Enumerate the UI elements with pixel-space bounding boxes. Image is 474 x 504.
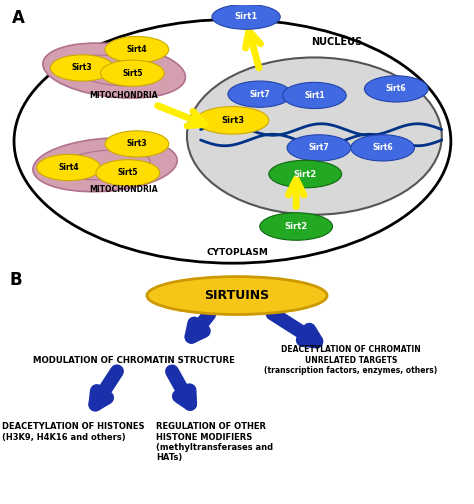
Text: Sirt3: Sirt3: [72, 64, 92, 73]
Text: MODULATION OF CHROMATIN STRUCTURE: MODULATION OF CHROMATIN STRUCTURE: [33, 356, 235, 365]
Ellipse shape: [287, 135, 351, 161]
Ellipse shape: [228, 81, 292, 107]
Ellipse shape: [50, 55, 114, 81]
Ellipse shape: [147, 277, 327, 314]
Ellipse shape: [43, 43, 185, 98]
Text: CYTOPLASM: CYTOPLASM: [206, 248, 268, 257]
Ellipse shape: [187, 57, 442, 215]
Ellipse shape: [283, 82, 346, 108]
Text: NUCLEUS: NUCLEUS: [311, 37, 363, 47]
Ellipse shape: [105, 36, 169, 62]
Ellipse shape: [365, 76, 428, 102]
Ellipse shape: [260, 213, 333, 240]
Text: DEACETYLATION OF HISTONES
(H3K9, H4K16 and others): DEACETYLATION OF HISTONES (H3K9, H4K16 a…: [2, 422, 145, 442]
Text: Sirt7: Sirt7: [309, 143, 329, 152]
Ellipse shape: [37, 154, 100, 180]
Ellipse shape: [14, 20, 451, 263]
Ellipse shape: [269, 160, 342, 188]
Text: Sirt3: Sirt3: [127, 140, 147, 149]
Text: Sirt1: Sirt1: [304, 91, 325, 100]
Text: Sirt5: Sirt5: [122, 69, 143, 78]
Text: Sirt2: Sirt2: [293, 169, 317, 178]
Text: Sirt5: Sirt5: [118, 168, 138, 177]
Text: Sirt6: Sirt6: [386, 84, 407, 93]
Text: Sirt1: Sirt1: [235, 12, 258, 21]
Ellipse shape: [105, 131, 169, 157]
Text: MITOCHONDRIA: MITOCHONDRIA: [89, 91, 157, 100]
Ellipse shape: [33, 138, 177, 192]
Text: SIRTUINS: SIRTUINS: [204, 289, 270, 302]
Ellipse shape: [100, 60, 164, 86]
Text: REGULATION OF OTHER
HISTONE MODIFIERS
(methyltransferases and
HATs): REGULATION OF OTHER HISTONE MODIFIERS (m…: [156, 422, 273, 463]
Text: Sirt4: Sirt4: [58, 163, 79, 172]
Ellipse shape: [351, 135, 414, 161]
Ellipse shape: [212, 5, 280, 29]
Text: Sirt7: Sirt7: [249, 90, 270, 99]
Text: Sirt4: Sirt4: [127, 45, 147, 54]
Ellipse shape: [96, 160, 160, 186]
Text: Sirt6: Sirt6: [372, 143, 393, 152]
Text: Sirt3: Sirt3: [221, 116, 244, 125]
Text: DEACETYLATION OF CHROMATIN
UNRELATED TARGETS
(transcription factors, enzymes, ot: DEACETYLATION OF CHROMATIN UNRELATED TAR…: [264, 345, 438, 375]
Ellipse shape: [196, 107, 269, 134]
Text: B: B: [9, 271, 22, 289]
Text: MITOCHONDRIA: MITOCHONDRIA: [89, 185, 157, 195]
Text: A: A: [12, 9, 25, 27]
Text: Sirt2: Sirt2: [284, 222, 308, 231]
